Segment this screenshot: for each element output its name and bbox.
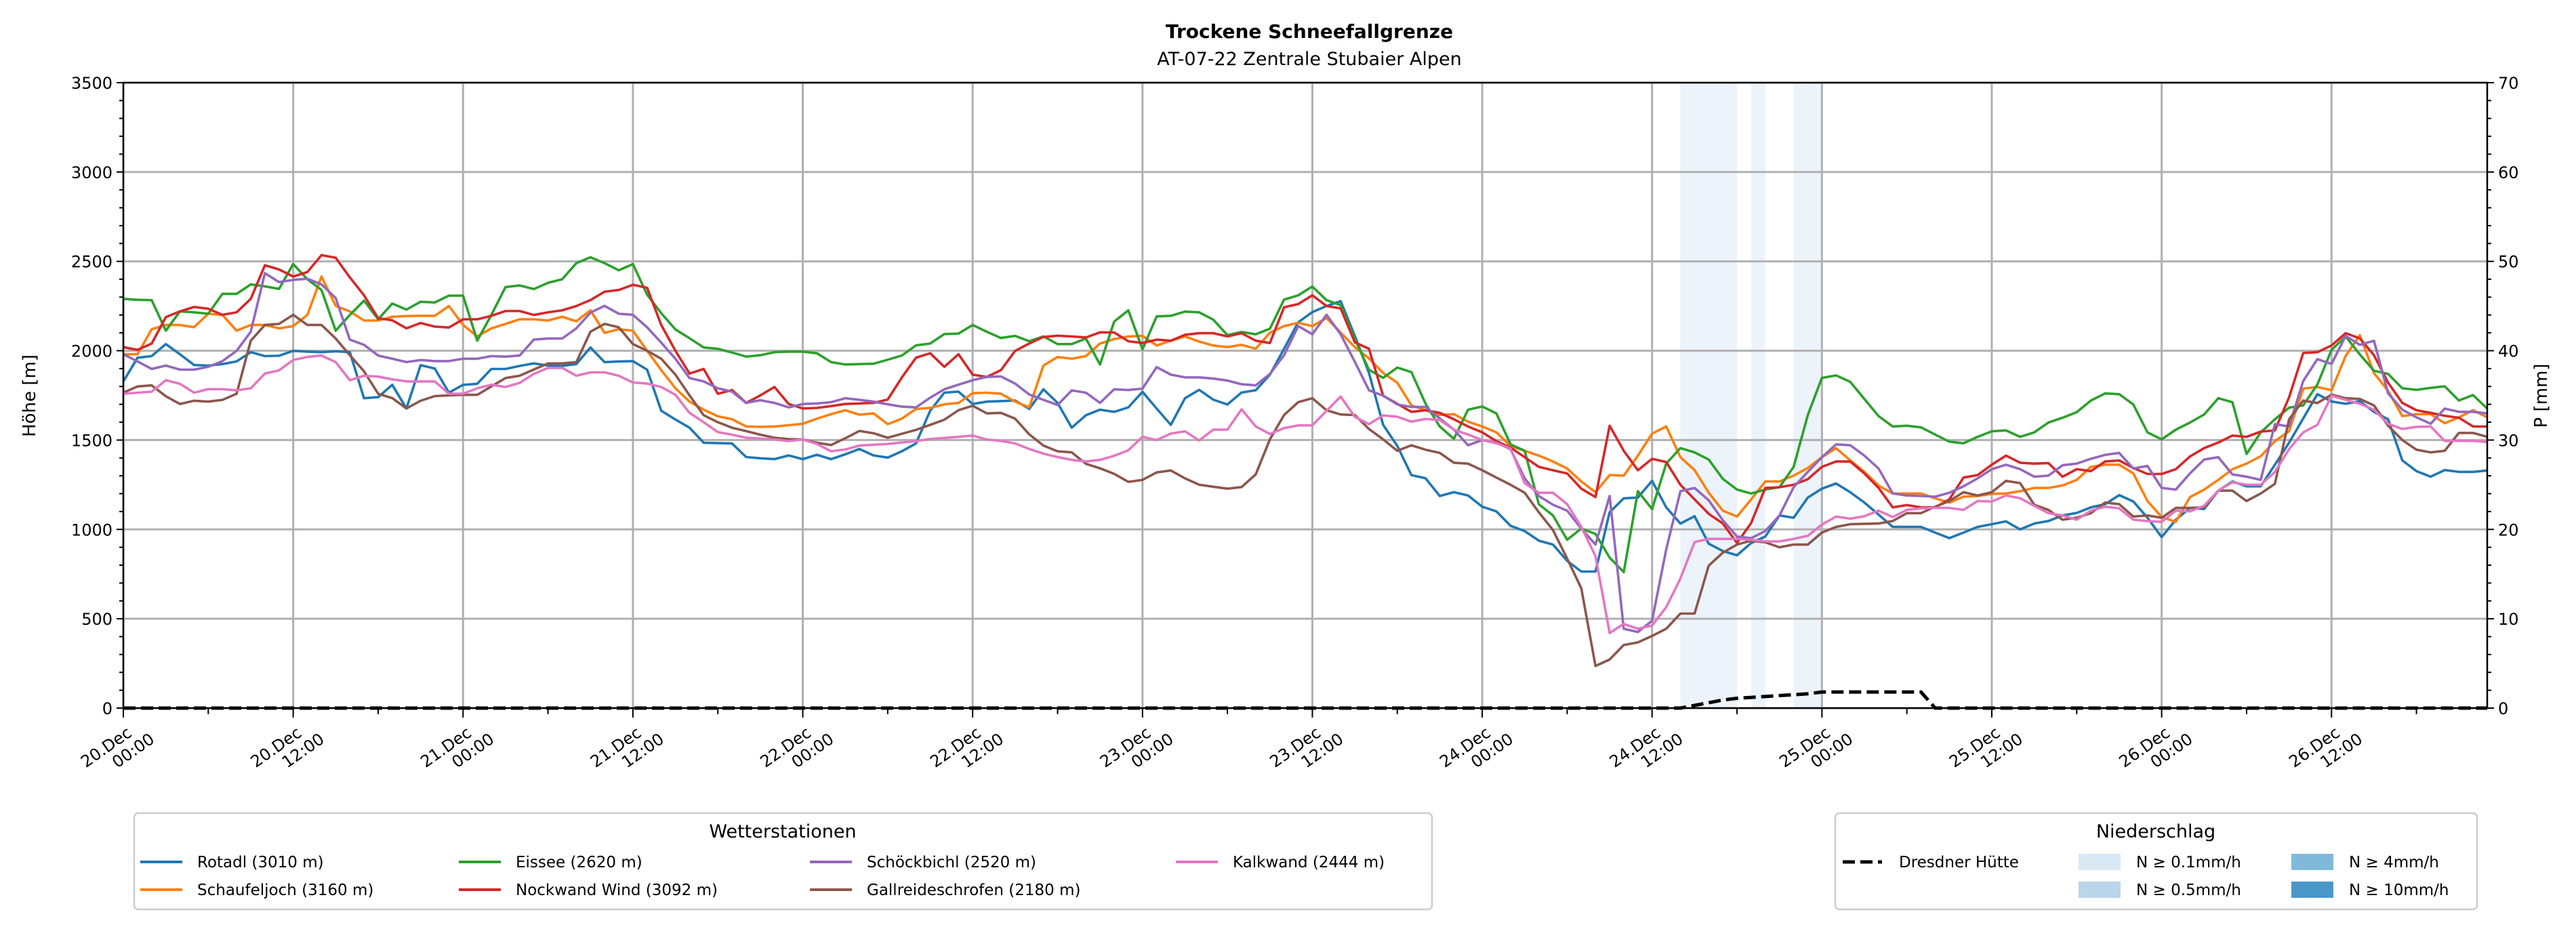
y-axis-label: Höhe [m]	[20, 354, 40, 437]
series-line-3	[123, 253, 2487, 545]
legend-station-label: Eissee (2620 m)	[516, 854, 642, 871]
y-tick-label: 1000	[71, 520, 113, 539]
y2-tick-label: 70	[2498, 74, 2519, 93]
station-lines	[122, 253, 2489, 667]
precip-line-dresdner-huette	[123, 690, 2487, 710]
y2-tick-label: 20	[2498, 520, 2519, 539]
y2-axis-label: P [mm]	[2531, 364, 2552, 428]
legend-precip-label: Dresdner Hütte	[1899, 854, 2019, 871]
legend-color-swatch	[2291, 854, 2333, 870]
series-line-1	[123, 275, 2488, 524]
legend-precip-label: N ≥ 0.5mm/h	[2136, 882, 2241, 899]
series-line-6	[123, 354, 2488, 635]
y2-tick-label: 50	[2498, 253, 2519, 272]
legend-precip-label: N ≥ 4mm/h	[2349, 854, 2439, 871]
precip-period-2	[1793, 83, 1822, 708]
legend-station-label: Gallreideschrofen (2180 m)	[867, 882, 1081, 899]
y-tick-label: 500	[81, 610, 113, 629]
legend-station-label: Kalkwand (2444 m)	[1233, 854, 1385, 871]
y-tick-label: 3500	[71, 74, 113, 93]
legend-color-swatch	[2079, 854, 2121, 870]
y-tick-label: 2000	[71, 342, 113, 361]
legend-stations-frame	[133, 812, 1433, 911]
legend-precipitation: Niederschlag Dresdner Hütte N ≥ 0.1mm/h N ≥…	[1834, 812, 2478, 911]
plot-frame	[122, 81, 2489, 709]
precip-period-1	[1751, 83, 1765, 708]
y-tick-label: 0	[102, 699, 113, 718]
precipitation-line	[123, 690, 2487, 710]
series-line-2	[123, 255, 2489, 574]
legend-precip-title: Niederschlag	[2096, 821, 2215, 842]
legend-station-label: Schöckbichl (2520 m)	[867, 854, 1036, 871]
series-line-4	[123, 272, 2488, 634]
legend-station-label: Nockwand Wind (3092 m)	[516, 882, 718, 899]
legend-station-label: Schaufeljoch (3160 m)	[197, 882, 373, 899]
precipitation-shading	[1680, 83, 1822, 708]
y2-tick-label: 10	[2498, 610, 2519, 629]
legend-station-label: Rotadl (3010 m)	[197, 854, 324, 871]
series-line-5	[123, 313, 2488, 667]
y-tick-label: 1500	[71, 431, 113, 450]
chart-subtitle: AT-07-22 Zentrale Stubaier Alpen	[1157, 49, 1461, 70]
legend-stations: Wetterstationen Rotadl (3010 m) Schaufeljo…	[133, 812, 1433, 911]
legend-color-swatch	[2291, 882, 2333, 898]
y2-tick-label: 30	[2498, 431, 2519, 450]
precip-period-0	[1680, 83, 1738, 708]
legend-color-swatch	[2079, 882, 2121, 898]
y-tick-label: 3000	[71, 163, 113, 182]
y2-tick-label: 60	[2498, 163, 2519, 182]
y-tick-label: 2500	[71, 253, 113, 272]
legend-precip-label: N ≥ 10mm/h	[2349, 882, 2449, 899]
y2-tick-label: 0	[2498, 699, 2508, 718]
legend-precip-label: N ≥ 0.1mm/h	[2136, 854, 2241, 871]
series-line-0	[122, 300, 2488, 573]
y2-tick-label: 40	[2498, 342, 2519, 361]
legend-stations-title: Wetterstationen	[709, 821, 856, 842]
chart-title: Trockene Schneefallgrenze	[1166, 20, 1453, 43]
